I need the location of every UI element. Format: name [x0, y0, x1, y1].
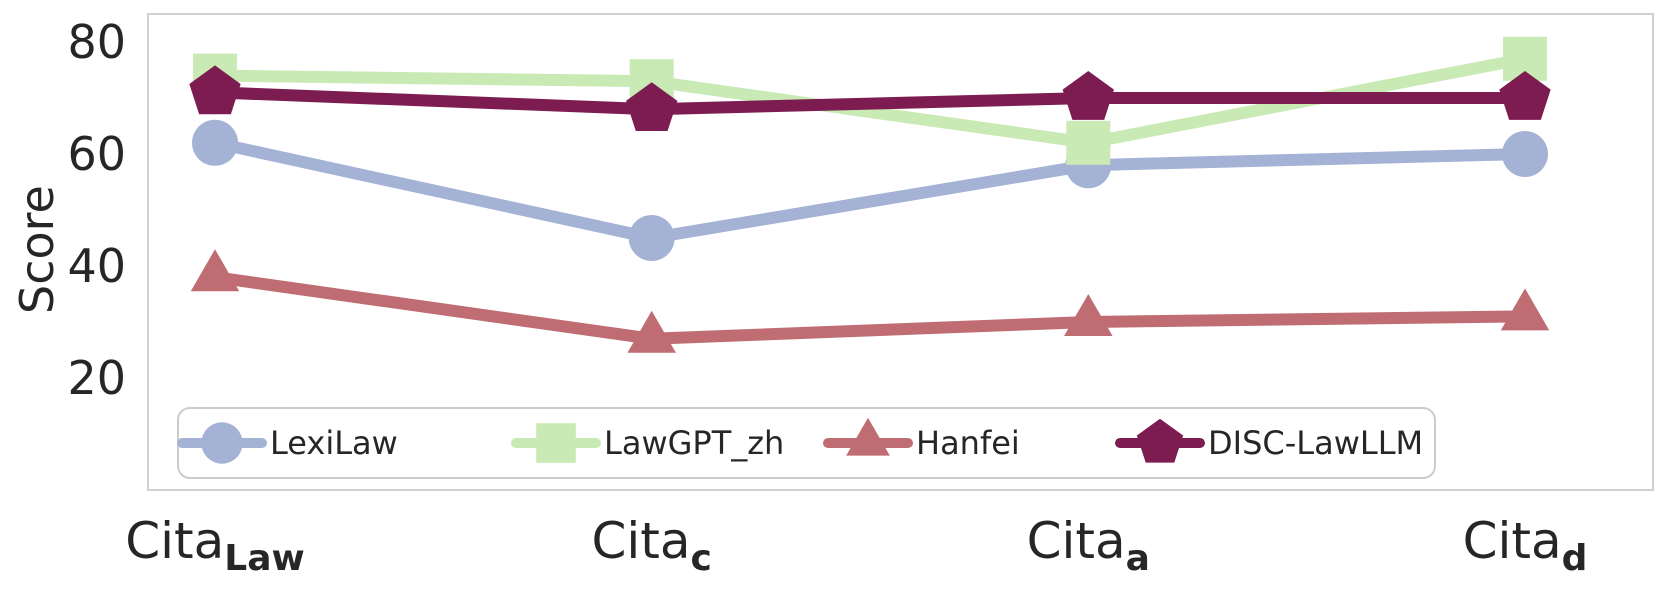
x-tick-label: Citad: [1463, 512, 1588, 579]
marker-square: [536, 423, 576, 463]
marker-pentagon: [626, 82, 678, 132]
marker-triangle: [1064, 294, 1113, 336]
marker-triangle: [190, 249, 240, 292]
x-tick-label: Citaa: [1027, 512, 1150, 579]
marker-pentagon: [1136, 418, 1184, 463]
y-tick-label: 80: [67, 15, 126, 69]
legend-label: Hanfei: [916, 424, 1020, 462]
marker-triangle: [627, 310, 676, 353]
x-tick-label: CitaLaw: [125, 512, 305, 579]
marker-pentagon: [1062, 71, 1114, 120]
marker-circle: [628, 215, 675, 261]
marker-triangle: [846, 417, 890, 456]
marker-circle: [1502, 131, 1548, 177]
marker-pentagon: [189, 65, 241, 115]
legend-label: DISC-LawLLM: [1208, 424, 1423, 462]
series-line-Hanfei: [209, 271, 1531, 345]
y-tick-label: 40: [67, 239, 126, 293]
marker-circle: [192, 119, 238, 166]
legend-label: LawGPT_zh: [604, 424, 784, 462]
marker-square: [1066, 120, 1111, 165]
series-line-LexiLaw: [209, 136, 1531, 244]
marker-pentagon: [1499, 71, 1551, 120]
series-line-DISC-LawLLM: [209, 86, 1531, 116]
y-tick-label: 20: [67, 351, 126, 405]
marker-circle: [201, 422, 243, 464]
y-axis-label: Score: [10, 185, 64, 315]
marker-triangle: [1500, 288, 1550, 331]
legend-label: LexiLaw: [270, 424, 398, 462]
x-tick-label: Citac: [591, 512, 711, 579]
y-tick-label: 60: [67, 127, 126, 181]
